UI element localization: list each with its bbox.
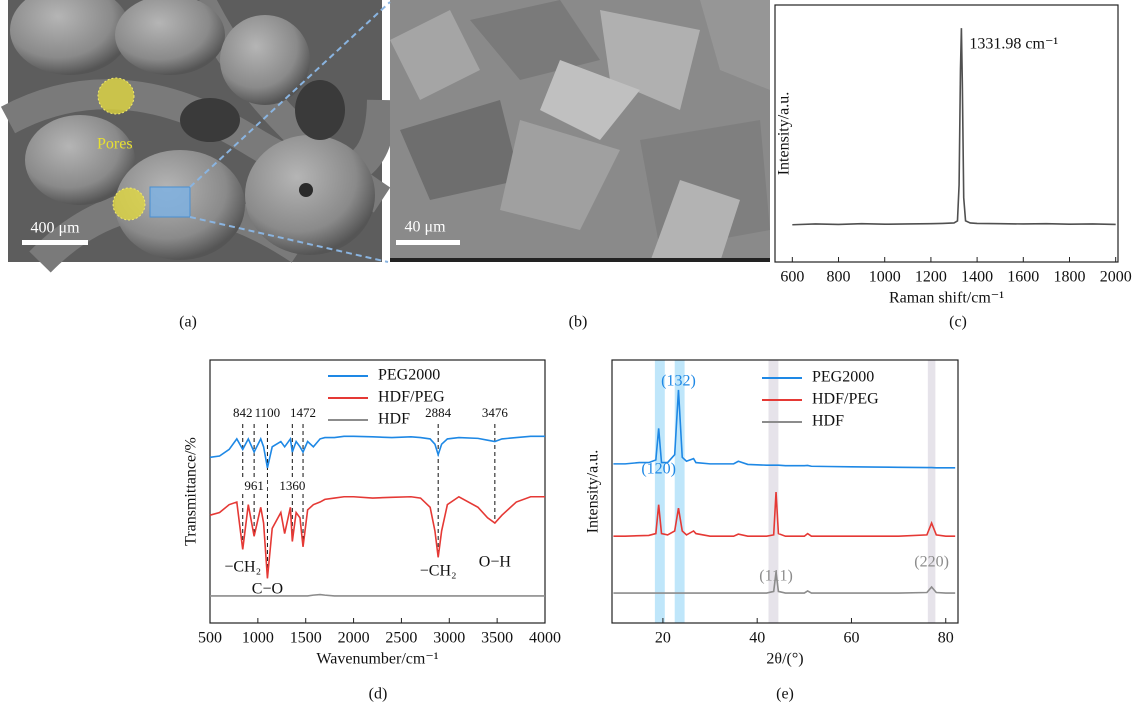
highlight-band [927, 360, 936, 623]
plot-frame [774, 4, 1119, 263]
x-tick-label: 2500 [385, 630, 417, 647]
x-tick-label: 3500 [481, 630, 513, 647]
panel-label: (a) [179, 314, 197, 331]
x-tick-label: 800 [827, 269, 851, 286]
legend-label: HDF/PEG [812, 391, 879, 408]
highlight-band [768, 360, 779, 623]
zoom-line [189, 1, 391, 188]
x-tick-label: 80 [938, 630, 954, 647]
y-axis-label: Transmittance/% [183, 437, 200, 546]
image-annotation: Pores [97, 136, 133, 153]
zoom-line [189, 216, 389, 263]
annotation: (111) [759, 568, 792, 585]
label-backdrop [241, 480, 268, 494]
series-line [209, 495, 545, 579]
peak-label: 1100 [255, 405, 281, 420]
x-tick-label: 500 [198, 630, 222, 647]
legend-label: HDF [812, 413, 844, 430]
peak-label: 1360 [279, 478, 305, 493]
x-tick-label: 2000 [1100, 269, 1132, 286]
annotation: (120) [641, 461, 676, 478]
y-axis-label: Intensity/a.u. [585, 450, 602, 534]
annotation: 1331.98 cm⁻¹ [969, 36, 1058, 53]
legend-label: HDF [378, 411, 410, 428]
panel-label: (b) [569, 314, 588, 331]
x-tick-label: 3000 [433, 630, 465, 647]
legend-label: PEG2000 [812, 369, 874, 386]
x-tick-label: 1000 [869, 269, 901, 286]
legend-label: PEG2000 [378, 367, 440, 384]
label-backdrop [279, 480, 306, 494]
y-axis-label: Intensity/a.u. [776, 92, 793, 176]
x-tick-label: 2000 [338, 630, 370, 647]
panel-label: (d) [369, 686, 388, 703]
plot-frame [611, 359, 959, 624]
x-tick-label: 40 [749, 630, 765, 647]
x-tick-label: 1600 [1007, 269, 1039, 286]
x-tick-label: 1200 [915, 269, 947, 286]
sem-image-a [0, 0, 397, 273]
annotation: −CH₂ [224, 559, 261, 576]
sem-image-b [390, 0, 770, 262]
series-line [613, 491, 956, 538]
panel-label: (e) [776, 686, 794, 703]
series-line [613, 389, 956, 469]
peak-label: 3476 [482, 405, 509, 420]
annotation: O−H [479, 554, 512, 571]
x-tick-label: 1000 [242, 630, 274, 647]
peak-label: 1472 [290, 405, 316, 420]
series-line [792, 28, 1116, 226]
x-tick-label: 60 [843, 630, 859, 647]
x-axis-label: Raman shift/cm⁻¹ [889, 290, 1004, 307]
series-line [209, 435, 545, 469]
x-tick-label: 20 [655, 630, 671, 647]
peak-label: 842 [233, 405, 253, 420]
panel-label: (c) [949, 314, 967, 331]
x-axis-label: 2θ/(°) [766, 651, 803, 668]
legend-label: HDF/PEG [378, 389, 445, 406]
plot-frame [209, 359, 546, 624]
series-line [210, 593, 545, 597]
scale-bar-label: 400 μm [30, 220, 80, 237]
peak-label: 2884 [425, 405, 452, 420]
x-axis-label: Wavenumber/cm⁻¹ [316, 651, 438, 668]
annotation: (220) [914, 554, 949, 571]
scale-bar-label: 40 μm [404, 219, 446, 236]
x-tick-label: 1400 [961, 269, 993, 286]
annotation: −CH₂ [420, 563, 457, 580]
highlight-band [674, 360, 685, 623]
x-tick-label: 4000 [529, 630, 561, 647]
annotation: (132) [661, 373, 696, 390]
x-tick-label: 600 [780, 269, 804, 286]
x-tick-label: 1500 [290, 630, 322, 647]
x-tick-label: 1800 [1053, 269, 1085, 286]
highlight-band [654, 360, 665, 623]
series-line [613, 571, 956, 594]
annotation: C−O [252, 581, 283, 598]
peak-label: 961 [244, 478, 264, 493]
